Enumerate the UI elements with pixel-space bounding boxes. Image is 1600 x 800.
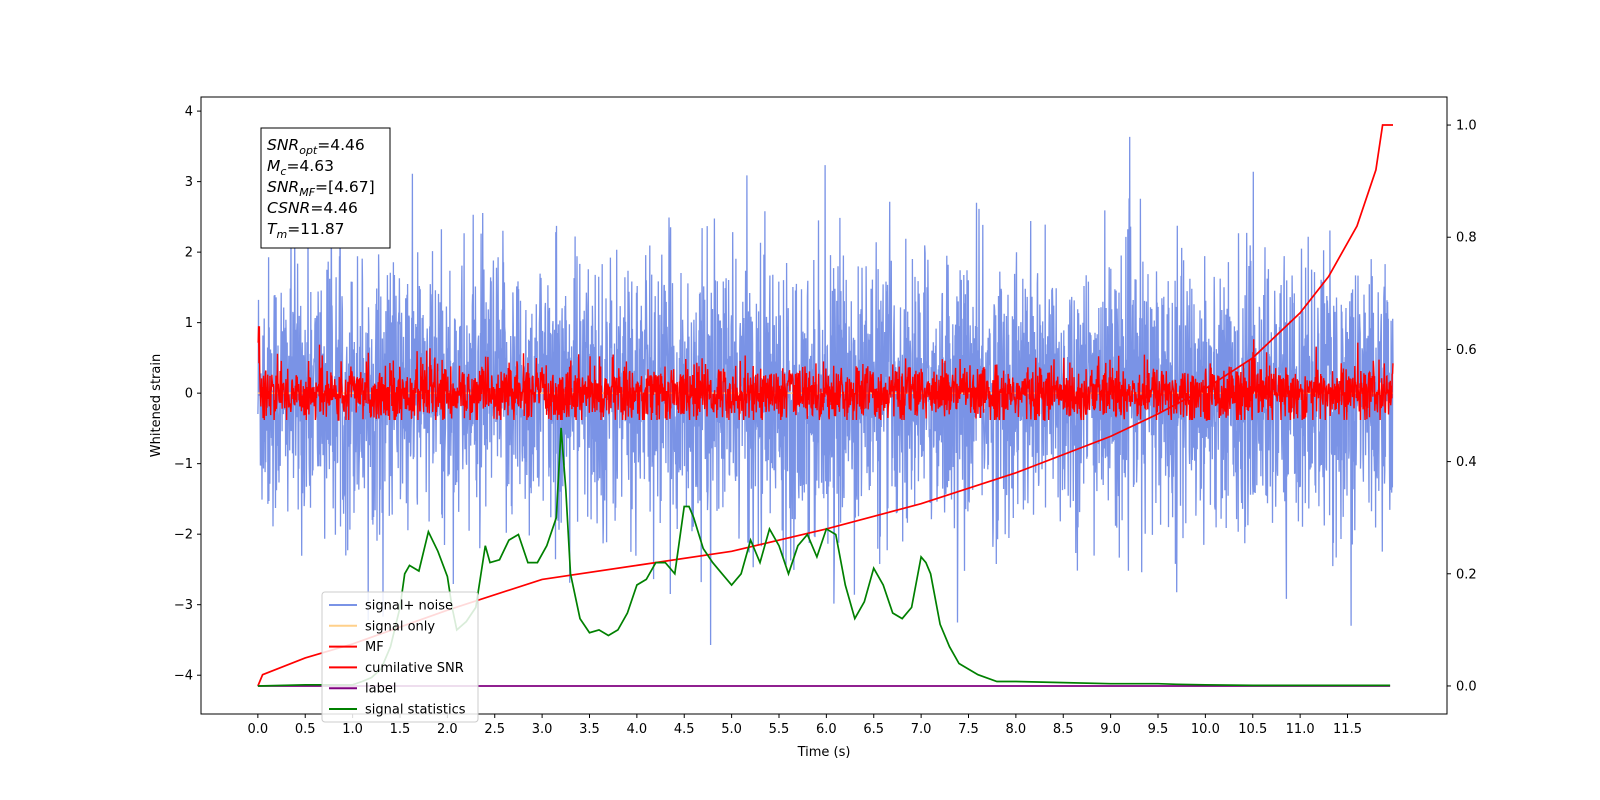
x-tick-label: 3.0: [532, 722, 553, 737]
y-tick-label: 2: [185, 246, 193, 261]
legend-label: label: [365, 682, 396, 697]
series-mf-line: [257, 326, 1394, 421]
x-tick-label: 6.5: [863, 722, 884, 737]
info-box-frame: [260, 127, 391, 249]
y2-tick-label: 0.6: [1456, 343, 1477, 358]
y-tick-label: −2: [174, 528, 193, 543]
x-tick-label: 4.5: [674, 722, 695, 737]
legend-frame: [321, 591, 479, 723]
x-tick-label: 2.5: [484, 722, 505, 737]
x-tick-label: 5.0: [721, 722, 742, 737]
x-tick-label: 7.0: [911, 722, 932, 737]
y2-tick-label: 0.4: [1456, 455, 1477, 470]
y-tick-label: −4: [174, 669, 193, 684]
y-tick-label: 1: [185, 316, 193, 331]
x-tick-label: 1.5: [390, 722, 411, 737]
y2-tick-label: 0.2: [1456, 567, 1477, 582]
info-line: SNRMF=[4.67]: [267, 178, 375, 199]
y-tick-label: −3: [174, 598, 193, 613]
y-tick-label: −1: [174, 457, 193, 472]
x-tick-label: 7.5: [958, 722, 979, 737]
x-tick-label: 3.5: [579, 722, 600, 737]
x-tick-label: 1.0: [342, 722, 363, 737]
x-tick-label: 9.5: [1148, 722, 1169, 737]
y-axis-label: Whitened strain: [149, 354, 164, 457]
y-tick-label: 3: [185, 175, 193, 190]
plot-frame: [200, 96, 1448, 715]
x-tick-label: 0.5: [295, 722, 316, 737]
x-tick-label: 0.0: [248, 722, 269, 737]
x-tick-label: 6.0: [816, 722, 837, 737]
legend-label: signal only: [365, 619, 435, 634]
x-tick-label: 11.0: [1286, 722, 1315, 737]
y-tick-label: 0: [185, 387, 193, 402]
y2-tick-label: 1.0: [1456, 119, 1477, 134]
legend-label: signal+ noise: [365, 599, 453, 614]
info-line: Mc=4.63: [267, 157, 334, 178]
info-line: Tm=11.87: [267, 220, 345, 241]
x-tick-label: 8.0: [1006, 722, 1027, 737]
x-tick-label: 4.0: [627, 722, 648, 737]
x-tick-label: 2.0: [437, 722, 458, 737]
y2-tick-label: 0.8: [1456, 231, 1477, 246]
x-tick-label: 10.0: [1191, 722, 1220, 737]
x-tick-label: 10.5: [1238, 722, 1267, 737]
x-tick-label: 8.5: [1053, 722, 1074, 737]
x-tick-label: 9.0: [1100, 722, 1121, 737]
info-line: CSNR=4.46: [267, 199, 358, 217]
legend-label: signal statistics: [365, 703, 466, 718]
legend-label: cumilative SNR: [365, 661, 464, 676]
x-tick-label: 5.5: [769, 722, 790, 737]
x-tick-label: 11.5: [1333, 722, 1362, 737]
x-axis-label: Time (s): [797, 745, 851, 760]
y-tick-label: 4: [185, 105, 193, 120]
info-line: SNRopt=4.46: [267, 136, 365, 157]
y2-tick-label: 0.0: [1456, 679, 1477, 694]
legend-label: MF: [365, 640, 384, 655]
legend: signal+ noise signal only MF cumilative SNR…: [321, 591, 479, 723]
axes-ticks: 0.0 0.5 1.0 1.5 2.0 2.5 3.0 3.5 4.0 4.5 5.0 5.5 6.0 6…: [174, 105, 1477, 737]
